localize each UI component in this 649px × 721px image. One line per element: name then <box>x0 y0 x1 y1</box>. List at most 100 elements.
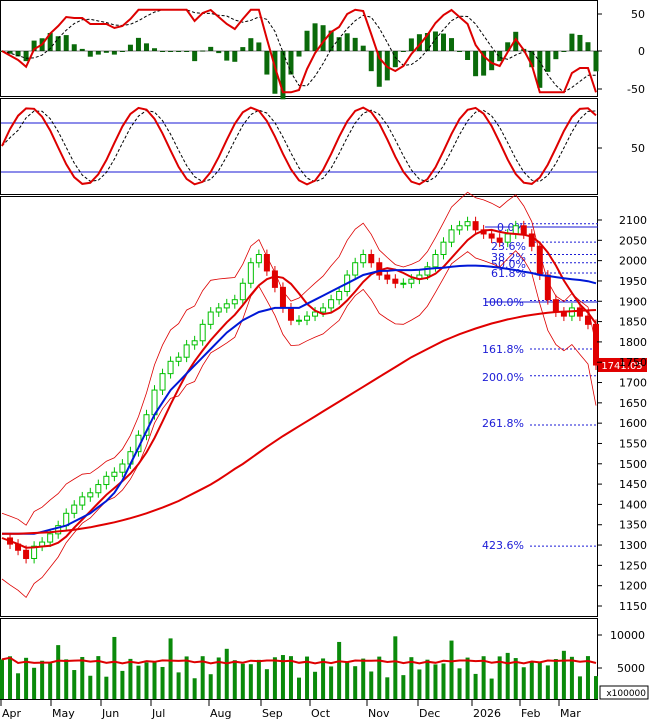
candle-body <box>496 237 503 243</box>
macd-histogram-bar <box>224 51 230 61</box>
volume-bar <box>321 658 326 699</box>
candle-body <box>119 463 126 473</box>
candle-body <box>231 299 238 305</box>
volume-bar <box>594 676 598 699</box>
macd-histogram-bar <box>55 36 61 51</box>
fib-label: 200.0% <box>482 371 524 384</box>
macd-histogram-bar <box>416 34 422 51</box>
candle-body <box>183 344 190 358</box>
volume-bar <box>112 636 117 699</box>
bollinger-upper <box>1 191 597 526</box>
volume-bar <box>176 672 181 699</box>
candle-body <box>408 278 415 284</box>
price-tick-label: 1250 <box>619 559 647 572</box>
candle-body <box>55 525 62 535</box>
candle-body <box>103 475 110 486</box>
macd-histogram-bar <box>95 51 101 55</box>
macd-histogram-bar <box>465 51 471 60</box>
axis-labels: 2100 2050 2000 1950 1900 1850 1800 1750 1700 1650… <box>0 8 649 720</box>
fib-label: 423.6% <box>482 539 524 552</box>
volume-bar <box>401 675 406 699</box>
macd-tick-label: 0 <box>638 45 645 58</box>
candle-body <box>255 254 262 264</box>
macd-histogram-bar <box>368 51 374 72</box>
macd-histogram-bar <box>585 42 591 51</box>
candle-body <box>456 225 463 231</box>
volume-bar <box>72 670 77 699</box>
volume-bar <box>88 675 93 699</box>
macd-histogram-bar <box>545 51 551 72</box>
month-label: 2026 <box>473 707 501 720</box>
macd-histogram-bar <box>288 51 294 75</box>
volume-bar <box>56 645 61 699</box>
volume-bar <box>288 656 293 699</box>
month-label: Jul <box>151 707 165 720</box>
stoch-signal-line <box>1 109 597 183</box>
candle-body <box>87 492 94 498</box>
volume-bar <box>337 641 342 699</box>
volume-bar <box>505 652 510 699</box>
macd-tick-label: 50 <box>631 8 645 21</box>
macd-histogram-bar <box>232 51 238 62</box>
volume-tick-label: 5000 <box>617 662 645 675</box>
price-tick-label: 1550 <box>619 437 647 450</box>
candle-body <box>263 254 270 272</box>
volume-bar <box>481 656 486 699</box>
candle-body <box>488 233 495 239</box>
candle-body <box>424 266 431 276</box>
price-tick-label: 1350 <box>619 519 647 532</box>
price-tick-label: 1850 <box>619 316 647 329</box>
volume-bar <box>345 661 350 699</box>
candle-body <box>23 549 30 559</box>
month-label: Oct <box>311 707 331 720</box>
volume-bar <box>537 662 542 699</box>
candle-body <box>215 307 222 313</box>
candle-body <box>552 299 559 313</box>
volume-bar <box>361 658 366 699</box>
candle-body <box>504 233 511 243</box>
volume-bar <box>553 659 558 699</box>
stoch-tick-label: 50 <box>631 142 645 155</box>
macd-histogram-bar <box>336 37 342 51</box>
volume-bar <box>80 656 85 699</box>
month-label: Jun <box>101 707 119 720</box>
volume-bar <box>144 662 149 699</box>
price-tick-label: 1500 <box>619 458 647 471</box>
candle-body <box>199 323 206 342</box>
macd-histogram-bar <box>400 51 406 52</box>
volume-bar <box>192 678 197 699</box>
macd-histogram-bar <box>513 31 519 51</box>
candle-body <box>47 533 54 543</box>
macd-line <box>1 8 597 94</box>
candle-body <box>336 290 343 301</box>
macd-histogram-bar <box>577 34 583 51</box>
month-label: May <box>52 707 75 720</box>
candle-body <box>544 274 551 301</box>
ma-long-line <box>2 309 597 535</box>
volume-bar <box>224 648 229 699</box>
candle-body <box>512 225 519 235</box>
candle-body <box>528 233 535 247</box>
macd-histogram-bar <box>376 51 382 87</box>
candle-body <box>79 496 86 506</box>
candle-body <box>287 307 294 321</box>
candle-body <box>368 254 375 264</box>
macd-histogram-bar <box>23 51 29 62</box>
macd-panel <box>0 0 598 97</box>
candle-body <box>448 229 455 243</box>
candle-body <box>191 340 198 346</box>
volume-bar <box>216 657 221 699</box>
volume-bar <box>369 671 374 699</box>
macd-histogram-bar <box>135 37 141 51</box>
volume-bar <box>40 660 45 699</box>
volume-bar <box>200 656 205 699</box>
volume-bar <box>353 666 358 699</box>
candle-body <box>304 315 311 321</box>
candle-body <box>472 221 479 231</box>
volume-bar <box>417 669 422 699</box>
candle-body <box>432 254 439 268</box>
volume-ma-line <box>1 656 597 665</box>
macd-histogram-bar <box>537 51 543 88</box>
macd-histogram-bar <box>449 38 455 51</box>
volume-bar <box>208 674 213 699</box>
